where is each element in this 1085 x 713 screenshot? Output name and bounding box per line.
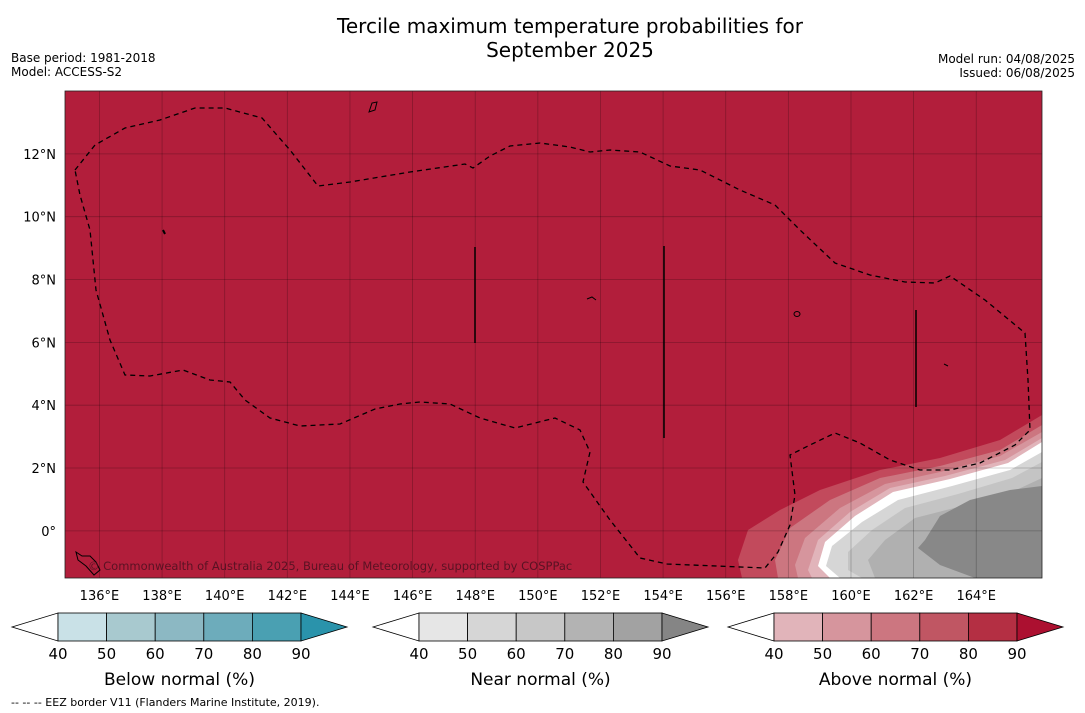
colorbar-segment: [154, 612, 205, 642]
colorbar-segment: [251, 612, 302, 642]
model-run: Model run: 04/08/2025: [937, 52, 1075, 66]
island-kosrae: [943, 363, 949, 367]
colorbar-0: 40 50 60 70 80 90 Below normal (%): [10, 612, 349, 690]
colorbar-tick-label: 40: [409, 645, 428, 663]
colorbar-1: 40 50 60 70 80 90 Near normal (%): [371, 612, 710, 690]
lon-tick-label: 140°E: [205, 589, 245, 604]
colorbar-tick-label: 40: [764, 645, 783, 663]
colorbar-extend-high: [300, 612, 349, 642]
footnote: -- -- -- EEZ border V11 (Flanders Marine…: [11, 696, 320, 709]
lat-tick-label: 2°N: [32, 462, 57, 477]
colorbar-segment: [919, 612, 969, 642]
lon-tick-label: 156°E: [706, 589, 746, 604]
colorbar-segment: [515, 612, 566, 642]
lon-tick-label: 164°E: [956, 589, 996, 604]
colorbar-segment: [57, 612, 107, 642]
colorbar-extend-low: [371, 612, 420, 642]
colorbar-segment: [870, 612, 921, 642]
colorbar-tick-label: 60: [146, 645, 165, 663]
lon-tick-label: 142°E: [268, 589, 308, 604]
colorbar-tick-label: 40: [48, 645, 67, 663]
lon-tick-label: 136°E: [80, 589, 120, 604]
island-pohnpei: [793, 311, 801, 317]
axis-labels: 136°E 138°E 140°E 142°E 144°E 146°E 148°E 150°E…: [23, 148, 996, 604]
probability-contours: [738, 415, 1042, 578]
island-ulithi: [162, 229, 166, 235]
colorbar-segment: [968, 612, 1018, 642]
colorbar-segment: [564, 612, 614, 642]
colorbars: 40 50 60 70 80 90 Below normal (%) 40 50 60 70 80 90…: [10, 612, 1065, 690]
colorbar-tick-label: 90: [652, 645, 671, 663]
map-frame: [64, 90, 1043, 579]
colorbar-label: Below normal (%): [104, 670, 255, 690]
colorbar-tick-label: 50: [458, 645, 477, 663]
colorbar-tick-label: 60: [507, 645, 526, 663]
model-name: Model: ACCESS-S2: [11, 65, 123, 79]
meta-right: Model run: 04/08/2025 Issued: 06/08/2025: [938, 52, 1075, 80]
colorbar-tick-label: 80: [959, 645, 978, 663]
lon-tick-label: 158°E: [769, 589, 809, 604]
colorbar-tick-label: 60: [862, 645, 881, 663]
lon-tick-label: 148°E: [455, 589, 495, 604]
chart-title: Tercile maximum temperature probabilitie…: [0, 14, 1085, 62]
island-guam: [368, 101, 378, 113]
colorbar-tick-label: 50: [97, 645, 116, 663]
colorbar-label: Above normal (%): [819, 670, 972, 690]
colorbar-tick-label: 90: [291, 645, 310, 663]
lon-tick-label: 144°E: [330, 589, 370, 604]
lat-tick-label: 10°N: [23, 211, 56, 226]
colorbar-tick-label: 80: [604, 645, 623, 663]
colorbar-tick-label: 80: [243, 645, 262, 663]
lon-tick-label: 150°E: [518, 589, 558, 604]
lat-tick-label: 4°N: [32, 399, 57, 414]
lat-tick-label: 8°N: [32, 274, 57, 289]
colorbar-2: 40 50 60 70 80 90 Above normal (%): [726, 612, 1065, 690]
colorbar-tick-label: 50: [813, 645, 832, 663]
colorbar-tick-label: 70: [555, 645, 574, 663]
lat-tick-label: 6°N: [32, 336, 57, 351]
lon-tick-label: 154°E: [643, 589, 683, 604]
lat-tick-label: 0°: [41, 525, 56, 540]
map-area: © Commonwealth of Australia 2025, Bureau…: [64, 90, 1043, 579]
colorbar-segment: [773, 612, 823, 642]
coastlines: [75, 101, 949, 576]
title-line-2: September 2025: [486, 38, 654, 62]
island-palau: [75, 550, 101, 576]
colorbar-extend-high: [661, 612, 710, 642]
colorbar-label: Near normal (%): [470, 670, 610, 690]
colorbar-tick-label: 90: [1007, 645, 1026, 663]
meta-left: Base period: 1981-2018 Model: ACCESS-S2: [11, 51, 156, 79]
colorbar-extend-low: [10, 612, 59, 642]
issued-date: Issued: 06/08/2025: [959, 66, 1075, 80]
colorbar-extend-low: [726, 612, 775, 642]
contour-near-80: [918, 486, 1042, 578]
colorbar-extend-high: [1016, 612, 1065, 642]
lat-tick-label: 12°N: [23, 148, 56, 163]
colorbar-segment: [203, 612, 253, 642]
colorbar-tick-label: 70: [910, 645, 929, 663]
copyright-text: © Commonwealth of Australia 2025, Bureau…: [88, 559, 572, 573]
title-line-1: Tercile maximum temperature probabilitie…: [337, 14, 803, 38]
lon-tick-label: 152°E: [581, 589, 621, 604]
colorbar-segment: [822, 612, 872, 642]
colorbar-segment: [467, 612, 517, 642]
grid-lines: [65, 91, 1042, 578]
lon-tick-label: 138°E: [142, 589, 182, 604]
lon-tick-label: 146°E: [393, 589, 433, 604]
colorbar-tick-label: 70: [194, 645, 213, 663]
colorbar-segment: [613, 612, 663, 642]
colorbar-segment: [106, 612, 156, 642]
lon-tick-label: 162°E: [894, 589, 934, 604]
island-chuuk: [586, 296, 597, 301]
base-period: Base period: 1981-2018: [11, 51, 156, 65]
lon-tick-label: 160°E: [831, 589, 871, 604]
colorbar-segment: [418, 612, 468, 642]
